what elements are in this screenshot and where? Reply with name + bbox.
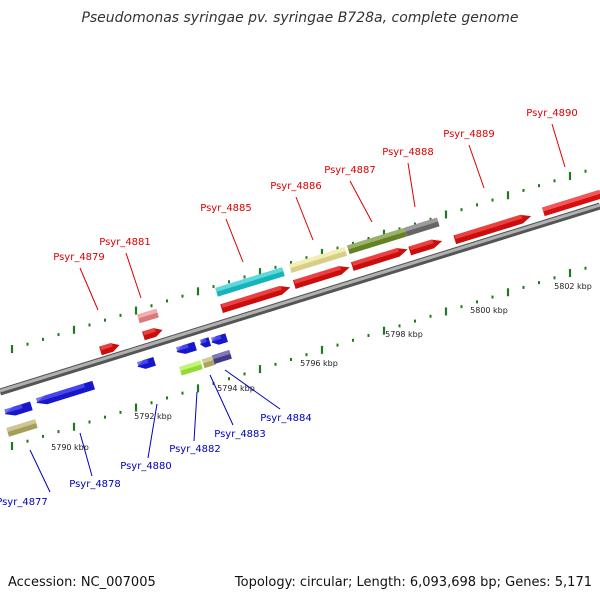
leader-line — [407, 162, 416, 208]
feature-unlabeled[interactable] — [142, 326, 164, 341]
gene-label-Psyr_4884[interactable]: Psyr_4884 — [260, 413, 312, 424]
feature-unlabeled[interactable] — [210, 333, 228, 346]
feature-unlabeled[interactable] — [408, 237, 443, 256]
gene-label-Psyr_4880[interactable]: Psyr_4880 — [120, 461, 172, 472]
scale-label-layer: 5790 kbp 5792 kbp 5794 kbp 5796 kbp 5798 kbp… — [51, 282, 592, 452]
leader-line — [79, 267, 99, 311]
feature-unlabeled[interactable] — [3, 401, 33, 419]
gene-Psyr_4887[interactable] — [347, 227, 407, 255]
gene-Psyr_4879[interactable] — [99, 341, 121, 356]
feature-unlabeled[interactable] — [350, 245, 409, 271]
leader-line — [193, 391, 198, 442]
feature-unlabeled[interactable] — [175, 341, 197, 357]
gene-label-Psyr_4882[interactable]: Psyr_4882 — [169, 444, 221, 455]
gene-Psyr_4889[interactable] — [453, 212, 532, 245]
gene-Psyr_4890[interactable] — [542, 189, 600, 217]
leader-line — [147, 403, 158, 459]
scale-label: 5798 kbp — [385, 330, 423, 339]
scale-label: 5790 kbp — [51, 443, 89, 452]
gene-Psyr_4881[interactable] — [137, 308, 159, 324]
gene-Psyr_4885[interactable] — [215, 267, 285, 297]
gene-Psyr_4884[interactable] — [212, 350, 232, 364]
leader-line — [225, 218, 244, 263]
topology-text: Topology: circular; Length: 6,093,698 bp… — [234, 575, 592, 590]
gene-label-Psyr_4881[interactable]: Psyr_4881 — [99, 237, 151, 248]
gene-label-Psyr_4878[interactable]: Psyr_4878 — [69, 479, 121, 490]
feature-unlabeled[interactable] — [199, 337, 212, 349]
gene-label-Psyr_4879[interactable]: Psyr_4879 — [53, 252, 105, 263]
leader-line — [468, 144, 485, 189]
gene-label-Psyr_4883[interactable]: Psyr_4883 — [214, 429, 266, 440]
scale-label: 5802 kbp — [554, 282, 592, 291]
leader-line — [295, 196, 314, 241]
leader-line — [209, 374, 234, 426]
label-layer: Psyr_4877 Psyr_4878 Psyr_4879 Psyr_4880 Psyr… — [0, 108, 578, 508]
leader-line — [79, 432, 93, 477]
gene-label-Psyr_4889[interactable]: Psyr_4889 — [443, 129, 495, 140]
gene-label-Psyr_4885[interactable]: Psyr_4885 — [200, 203, 252, 214]
gene-Psyr_4888[interactable] — [404, 217, 440, 237]
gene-Psyr_4880[interactable] — [136, 357, 156, 371]
gene-label-Psyr_4890[interactable]: Psyr_4890 — [526, 108, 578, 119]
accession-text: Accession: NC_007005 — [8, 575, 156, 590]
scale-label: 5796 kbp — [300, 359, 338, 368]
gene-Psyr_4886[interactable] — [288, 247, 348, 273]
genome-backbone — [0, 202, 600, 396]
feature-unlabeled[interactable] — [292, 263, 351, 289]
leader-line — [224, 369, 281, 410]
leader-line — [349, 180, 373, 223]
scale-label: 5792 kbp — [134, 412, 172, 421]
leader-line — [125, 252, 142, 299]
leader-line — [29, 449, 51, 493]
map-title: Pseudomonas syringae pv. syringae B728a,… — [81, 10, 518, 26]
scale-label: 5800 kbp — [470, 306, 508, 315]
gene-Psyr_4883[interactable] — [201, 355, 217, 369]
gene-label-Psyr_4886[interactable]: Psyr_4886 — [270, 181, 322, 192]
feature-unlabeled[interactable] — [220, 283, 291, 313]
leader-line — [551, 123, 566, 168]
feature-layer — [3, 189, 600, 437]
gene-Psyr_4877[interactable] — [6, 419, 38, 437]
gene-label-Psyr_4877[interactable]: Psyr_4877 — [0, 497, 48, 508]
gene-label-Psyr_4887[interactable]: Psyr_4887 — [324, 165, 376, 176]
gene-Psyr_4878[interactable] — [35, 380, 95, 407]
gene-Psyr_4882[interactable] — [179, 360, 203, 376]
scale-label: 5794 kbp — [217, 384, 255, 393]
gene-label-Psyr_4888[interactable]: Psyr_4888 — [382, 147, 434, 158]
